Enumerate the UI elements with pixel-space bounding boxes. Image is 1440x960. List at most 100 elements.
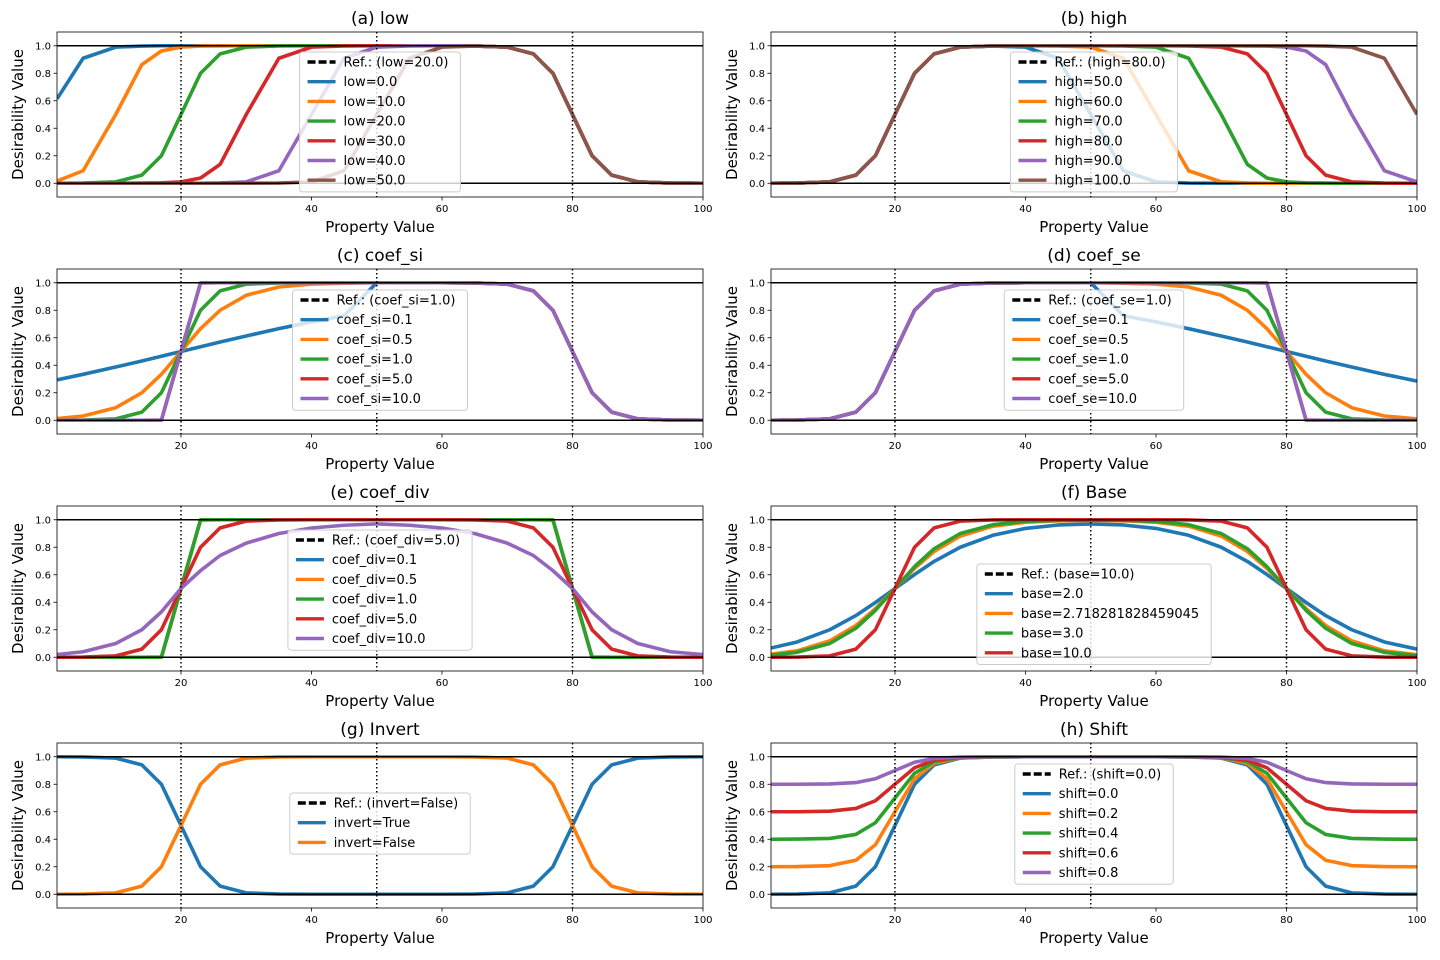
y-tick-label: 0.0 [749,890,765,901]
x-tick-label: 80 [1280,204,1293,215]
y-tick-label: 0.2 [35,625,51,636]
legend-label: shift=0.6 [1059,846,1119,861]
legend-label: Ref.: (invert=False) [334,797,458,812]
legend-label: shift=0.4 [1059,827,1119,842]
legend-label: coef_si=0.5 [337,333,413,348]
legend-box [292,289,468,411]
y-tick-label: 0.8 [35,543,51,554]
x-tick-label: 60 [436,678,449,689]
subplot: 20 40 60 80 100 0.0 0.2 0.4 0.6 0.8 1.0 (h) Shift Pr… [723,720,1427,947]
y-axis-label: Desirability Value [723,760,741,891]
legend-label: Ref.: (shift=0.0) [1059,768,1162,783]
legend-label: coef_div=0.1 [332,553,417,568]
legend-box [1009,51,1179,193]
x-tick-label: 100 [1407,204,1426,215]
legend-label: base=10.0 [1021,646,1092,661]
x-tick-label: 40 [1019,441,1032,452]
x-axis-label: Property Value [325,692,434,710]
y-tick-label: 0.6 [749,333,765,344]
x-tick-label: 100 [693,441,712,452]
x-tick-label: 60 [1150,915,1163,926]
x-tick-label: 60 [1150,204,1163,215]
y-tick-label: 0.0 [749,416,765,427]
y-tick-label: 0.2 [35,862,51,873]
legend-label: low=40.0 [344,154,406,169]
legend-label: high=90.0 [1054,154,1122,169]
y-tick-label: 0.4 [35,835,51,846]
legend-label: coef_se=5.0 [1048,372,1129,387]
y-tick-label: 0.6 [749,807,765,818]
subplot-title: (h) Shift [1060,720,1128,740]
legend-label: coef_se=0.1 [1048,313,1129,328]
legend-label: shift=0.8 [1059,866,1119,881]
subplot: 20 40 60 80 100 0.0 0.2 0.4 0.6 0.8 1.0 (f) Base Pro… [723,483,1427,710]
x-tick-label: 80 [566,678,579,689]
y-tick-label: 0.2 [749,625,765,636]
x-tick-label: 20 [889,204,902,215]
legend-box [1003,289,1185,411]
legend-label: high=80.0 [1054,134,1122,149]
y-tick-label: 0.4 [35,124,51,135]
legend-label: low=50.0 [344,174,406,189]
x-tick-label: 20 [175,678,188,689]
legend-label: coef_div=0.5 [332,573,417,588]
x-tick-label: 80 [566,915,579,926]
legend-label: coef_si=5.0 [337,372,413,387]
y-tick-label: 0.0 [35,653,51,664]
x-tick-label: 60 [436,204,449,215]
x-tick-label: 20 [889,678,902,689]
x-tick-label: 100 [1407,915,1426,926]
y-tick-label: 0.8 [749,306,765,317]
x-tick-label: 80 [1280,915,1293,926]
x-tick-label: 20 [175,204,188,215]
x-tick-label: 100 [693,204,712,215]
legend-label: invert=False [334,836,416,851]
y-tick-label: 0.0 [749,653,765,664]
legend-label: Ref.: (low=20.0) [344,56,449,71]
legend: Ref.: (coef_div=5.0) coef_div=0.1 coef_div… [287,529,473,651]
legend-label: shift=0.0 [1059,787,1119,802]
y-tick-label: 1.0 [35,41,51,52]
legend: Ref.: (coef_si=1.0) coef_si=0.1 coef_si=0.… [292,289,468,411]
axes-frame [56,31,704,198]
y-tick-label: 0.8 [749,69,765,80]
axes-frame [770,505,1418,672]
y-tick-label: 1.0 [749,515,765,526]
subplot-title: (a) low [351,9,409,29]
legend: Ref.: (base=10.0) base=2.0 base=2.71828182… [976,563,1212,665]
y-tick-label: 1.0 [749,752,765,763]
legend-label: high=70.0 [1054,115,1122,130]
y-axis-label: Desirability Value [723,49,741,180]
legend-box [976,563,1212,665]
y-tick-label: 0.0 [35,890,51,901]
x-tick-label: 100 [693,678,712,689]
legend: Ref.: (invert=False) invert=True invert=Fa… [289,792,471,855]
legend-box [1014,763,1174,885]
legend: Ref.: (low=20.0) low=0.0 low=10.0 low=20.0 l… [299,51,461,193]
legend: Ref.: (high=80.0) high=50.0 high=60.0 high=… [1009,51,1179,193]
y-tick-label: 0.6 [749,96,765,107]
legend-label: low=20.0 [344,115,406,130]
x-tick-label: 80 [1280,678,1293,689]
subplot-title: (g) Invert [340,720,420,740]
y-tick-label: 0.6 [749,570,765,581]
y-tick-label: 0.8 [35,69,51,80]
y-tick-label: 0.8 [35,306,51,317]
y-axis-label: Desirability Value [9,286,27,417]
y-tick-label: 0.4 [35,598,51,609]
legend-label: base=3.0 [1021,627,1084,642]
x-tick-label: 100 [693,915,712,926]
legend: Ref.: (shift=0.0) shift=0.0 shift=0.2 shift… [1014,763,1174,885]
x-axis-label: Property Value [325,929,434,947]
y-tick-label: 0.8 [749,780,765,791]
y-tick-label: 1.0 [749,278,765,289]
x-tick-label: 40 [1019,678,1032,689]
y-tick-label: 0.2 [35,388,51,399]
subplot-title: (f) Base [1061,483,1127,503]
axes-frame [56,505,704,672]
y-tick-label: 0.6 [35,570,51,581]
x-tick-label: 40 [305,915,318,926]
x-tick-label: 40 [305,678,318,689]
